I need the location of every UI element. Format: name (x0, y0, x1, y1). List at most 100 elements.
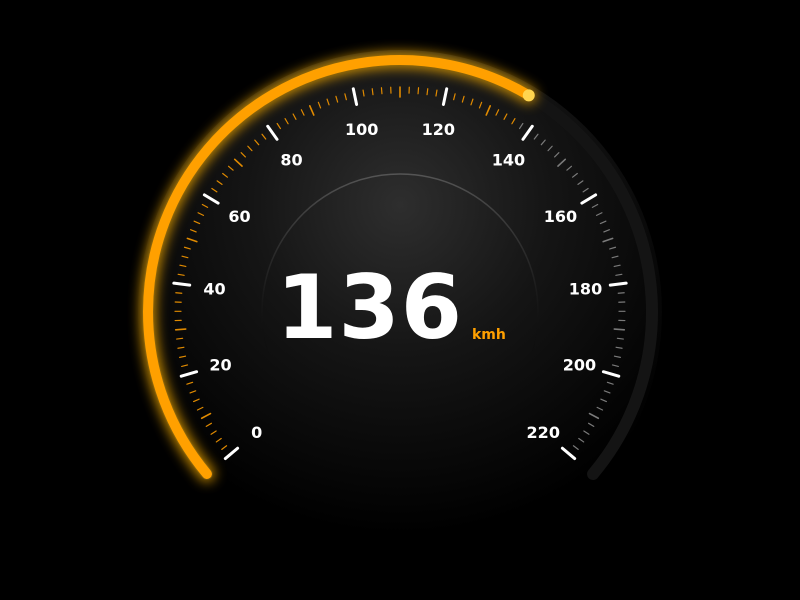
minor-tick (200, 412, 212, 420)
tick-label: 60 (228, 207, 250, 226)
minor-tick (292, 113, 297, 120)
minor-tick (485, 105, 492, 116)
minor-ticks (174, 86, 626, 450)
major-tick (172, 281, 192, 287)
minor-tick (196, 406, 204, 411)
major-ticks (172, 87, 628, 461)
major-tick (179, 370, 199, 378)
major-tick (580, 193, 598, 205)
speed-progress-knob (522, 89, 535, 102)
tick-label: 80 (280, 151, 302, 170)
minor-tick (308, 105, 315, 116)
minor-tick (603, 229, 611, 233)
minor-tick (177, 346, 185, 349)
major-tick (608, 281, 628, 287)
minor-tick (557, 158, 567, 167)
minor-tick (300, 109, 305, 116)
minor-tick (174, 328, 187, 331)
minor-tick (613, 264, 621, 268)
minor-tick (583, 430, 590, 435)
inner-ring (261, 173, 539, 360)
minor-tick (201, 203, 209, 208)
minor-tick (426, 88, 429, 96)
minor-tick (211, 187, 218, 193)
minor-tick (603, 390, 611, 394)
minor-tick (617, 292, 625, 294)
minor-tick (344, 93, 347, 101)
major-tick (266, 124, 279, 141)
minor-tick (175, 292, 183, 294)
minor-tick (193, 220, 201, 225)
minor-tick (615, 346, 623, 349)
major-tick (223, 446, 240, 461)
minor-tick (261, 133, 267, 140)
minor-tick (613, 328, 626, 331)
minor-tick (577, 180, 584, 185)
minor-tick (221, 445, 228, 450)
major-tick (202, 193, 220, 205)
tick-label: 180 (569, 279, 602, 298)
tick-label: 40 (203, 279, 225, 298)
minor-tick (615, 273, 623, 276)
major-tick (441, 87, 449, 106)
minor-tick (362, 89, 365, 97)
minor-tick (572, 445, 579, 450)
minor-tick (470, 98, 474, 106)
minor-tick (181, 364, 189, 368)
minor-tick (611, 255, 619, 259)
minor-tick (616, 337, 624, 340)
tick-label: 160 (544, 207, 577, 226)
minor-tick (602, 237, 614, 243)
minor-tick (578, 437, 585, 443)
major-tick (351, 87, 359, 106)
minor-tick (276, 122, 282, 130)
minor-tick (606, 381, 614, 385)
minor-tick (461, 95, 465, 103)
tick-label: 220 (527, 423, 560, 442)
minor-tick (554, 152, 560, 158)
tick-labels: 0 20 40 60 80 100 120 140 160 180 200 220 (203, 120, 602, 442)
speed-progress-arc (143, 55, 534, 479)
tick-label: 200 (563, 356, 596, 375)
minor-tick (540, 139, 546, 146)
minor-tick (254, 139, 260, 146)
tick-label: 100 (345, 120, 378, 139)
speed-unit: kmh (472, 327, 506, 343)
minor-tick (205, 422, 212, 427)
minor-tick (222, 172, 229, 178)
minor-tick (588, 422, 595, 427)
minor-tick (611, 364, 619, 368)
minor-tick (335, 95, 339, 103)
minor-tick (609, 246, 617, 250)
minor-tick (453, 93, 456, 101)
minor-tick (186, 381, 194, 385)
minor-tick (284, 117, 289, 125)
minor-tick (183, 246, 191, 250)
minor-tick (588, 412, 600, 420)
minor-tick (547, 145, 553, 152)
tick-label: 120 (422, 120, 455, 139)
tick-label: 140 (492, 151, 525, 170)
minor-tick (192, 398, 200, 403)
minor-tick (317, 101, 322, 109)
minor-tick (591, 203, 599, 208)
minor-tick (595, 212, 603, 216)
minor-tick (600, 398, 608, 403)
minor-tick (215, 437, 222, 443)
minor-tick (240, 152, 246, 158)
minor-tick (533, 133, 539, 140)
minor-tick (503, 113, 508, 120)
minor-tick (233, 158, 243, 167)
tick-label: 20 (209, 356, 231, 375)
minor-tick (216, 180, 223, 185)
minor-tick (210, 430, 217, 435)
speed-value: 136 (276, 256, 463, 359)
minor-tick (176, 337, 184, 340)
major-tick (521, 124, 534, 141)
major-tick (560, 446, 577, 461)
tick-label: 0 (251, 423, 262, 442)
minor-tick (582, 187, 589, 193)
minor-tick (596, 406, 604, 411)
major-tick (601, 370, 621, 378)
